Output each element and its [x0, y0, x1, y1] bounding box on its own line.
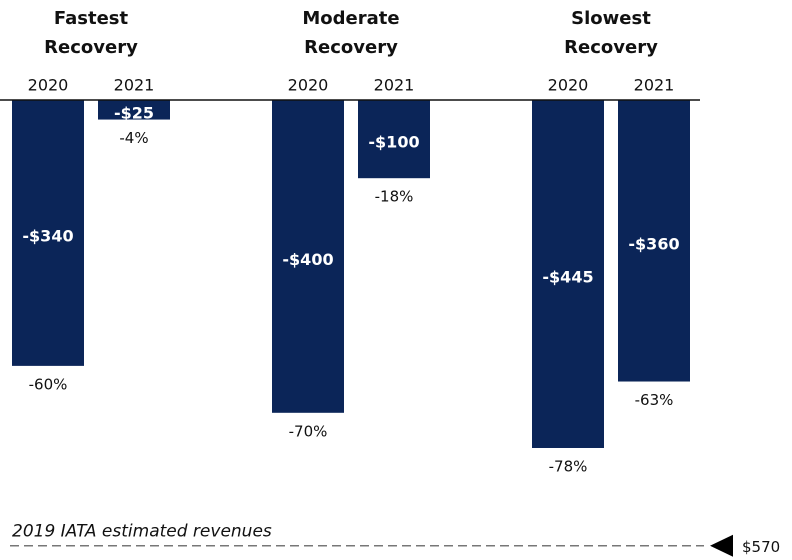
x-tick-label: 2020 [288, 76, 329, 95]
x-tick-label: 2020 [28, 76, 69, 95]
x-tick-label: 2021 [374, 76, 415, 95]
percent-label: -4% [119, 129, 148, 147]
value-label: -$360 [628, 234, 679, 253]
x-tick-label: 2020 [548, 76, 589, 95]
value-label: -$340 [22, 226, 73, 245]
value-label: -$445 [542, 267, 593, 286]
value-label: -$25 [114, 103, 154, 122]
percent-label: -63% [635, 391, 674, 409]
bar [532, 100, 604, 448]
percent-label: -78% [549, 457, 588, 475]
percent-label: -70% [289, 422, 328, 440]
x-tick-label: 2021 [634, 76, 675, 95]
group-title: Slowest Recovery [564, 8, 658, 58]
bar [12, 100, 84, 366]
value-label: -$100 [368, 133, 419, 152]
percent-label: -18% [375, 188, 414, 206]
bar [98, 100, 170, 120]
value-label: -$400 [282, 250, 333, 269]
x-tick-label: 2021 [114, 76, 155, 95]
bar [272, 100, 344, 413]
reference-arrow [710, 534, 733, 557]
bar [358, 100, 430, 179]
group-title: Fastest Recovery [44, 8, 138, 58]
reference-label: 2019 IATA estimated revenues [12, 522, 272, 542]
group-title: Moderate Recovery [302, 8, 400, 58]
percent-label: -60% [29, 375, 68, 393]
bar [618, 100, 690, 382]
reference-value-label: $570 [742, 538, 780, 556]
